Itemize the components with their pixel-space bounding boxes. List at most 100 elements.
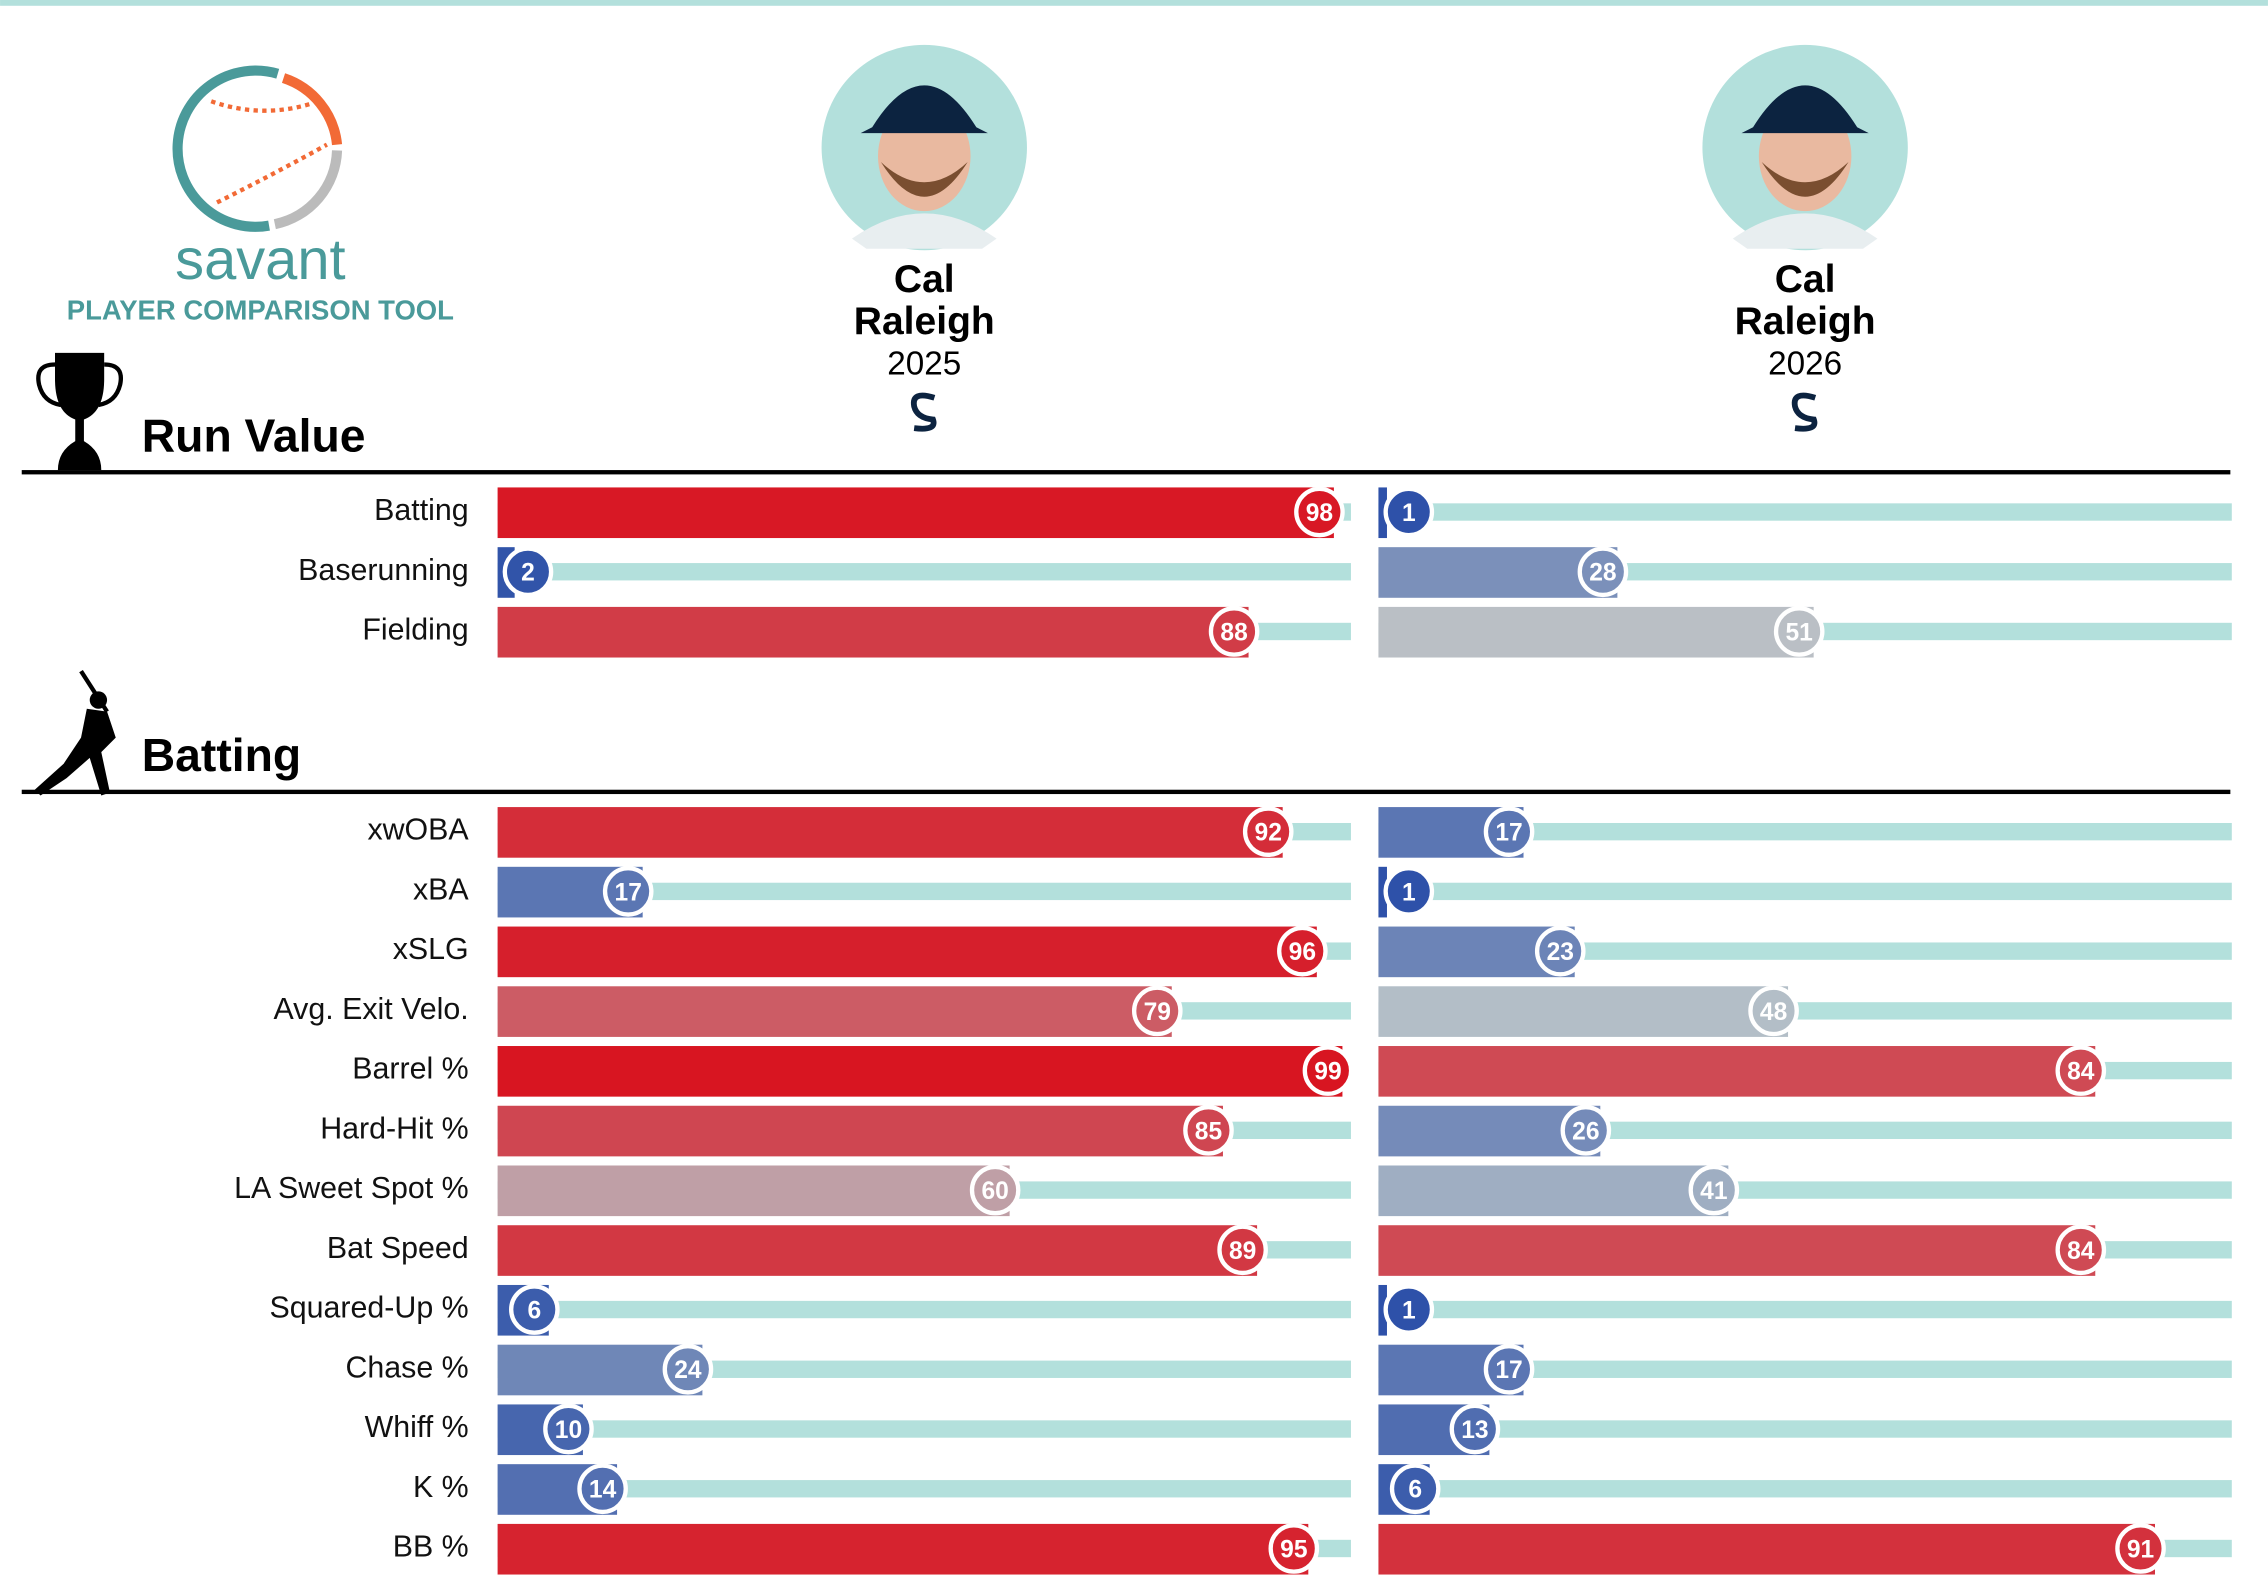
percentile-value: 24: [674, 1357, 702, 1384]
percentile-bar: [1378, 1523, 2155, 1575]
track: [497, 1480, 1351, 1498]
percentile-bar: [1378, 1046, 2096, 1097]
percentile-bar: [497, 606, 1249, 658]
batter-icon: [34, 669, 116, 796]
percentile-value: 99: [1314, 1059, 1341, 1086]
metric-label: Fielding: [362, 614, 468, 647]
percentile-value: 79: [1144, 999, 1171, 1026]
percentile-badge: [1383, 866, 1435, 917]
percentile-value: 60: [981, 1178, 1008, 1205]
percentile-bar: [1378, 547, 1618, 598]
percentile-badge: [1383, 486, 1435, 538]
metric-label: K %: [413, 1471, 469, 1504]
percentile-value: 95: [1280, 1536, 1307, 1563]
team-logo-shape: [1791, 392, 1818, 432]
percentile-badge: [1302, 1045, 1354, 1096]
percentile-value: 48: [1760, 999, 1787, 1026]
percentile-value: 26: [1572, 1118, 1599, 1145]
track: [1378, 1300, 2232, 1319]
metric-label: LA Sweet Spot %: [234, 1172, 469, 1205]
section-rule: [21, 789, 2231, 795]
beard: [1761, 161, 1849, 197]
percentile-bar: [497, 926, 1317, 978]
metric-label: Avg. Exit Velo.: [273, 993, 468, 1026]
percentile-bar: [1378, 866, 1387, 918]
percentile-badge: [577, 1463, 628, 1515]
metric-label: Squared-Up %: [270, 1292, 469, 1325]
percentile-value: 17: [1495, 820, 1522, 847]
metric-label: Bat Speed: [327, 1232, 469, 1265]
beard: [880, 161, 968, 197]
percentile-badge: [1383, 1284, 1435, 1335]
percentile-badge: [1242, 806, 1294, 857]
percentile-value: 89: [1229, 1238, 1256, 1265]
percentile-badge: [1773, 606, 1825, 657]
percentile-bar: [1378, 487, 1387, 539]
track: [1378, 1360, 2232, 1378]
percentile-bar: [497, 1165, 1010, 1217]
logo: [172, 65, 343, 232]
section-title: Run Value: [142, 409, 366, 461]
percentile-value: 84: [2067, 1238, 2095, 1265]
trophy-icon: [36, 352, 123, 471]
percentile-value: 92: [1255, 820, 1282, 847]
percentile-value: 96: [1289, 939, 1316, 966]
percentile-badge: [969, 1164, 1021, 1216]
jersey: [1732, 213, 1878, 249]
percentile-bar: [1378, 1165, 1729, 1217]
percentile-badge: [1483, 806, 1535, 857]
percentile-value: 28: [1589, 560, 1616, 587]
percentile-badge: [1268, 1523, 1320, 1574]
percentile-bar: [497, 1225, 1258, 1276]
metric-label: Batting: [374, 494, 469, 527]
metric-label: Baserunning: [298, 554, 468, 587]
percentile-value: 6: [1408, 1477, 1422, 1504]
percentile-value: 1: [1402, 879, 1416, 906]
player-first-name: Cal: [894, 258, 955, 301]
track: [1378, 822, 2232, 841]
section-title: Batting: [142, 729, 301, 781]
player-last-name: Raleigh: [854, 300, 995, 343]
percentile-value: 1: [1402, 500, 1416, 527]
player-last-name: Raleigh: [1735, 300, 1876, 343]
track: [497, 563, 1351, 581]
player-season: 2026: [1768, 346, 1842, 383]
percentile-badge: [1208, 606, 1260, 657]
player-photo: [1702, 44, 1908, 251]
player-photo: [821, 44, 1027, 251]
percentile-bar: [1378, 1225, 2096, 1276]
percentile-value: 6: [527, 1297, 541, 1324]
percentile-badge: [1483, 1343, 1535, 1395]
track: [497, 882, 1351, 901]
metric-label: Whiff %: [365, 1411, 469, 1444]
percentile-value: 98: [1306, 500, 1333, 527]
percentile-value: 91: [2127, 1536, 2154, 1563]
percentile-badge: [1577, 546, 1629, 598]
percentile-badge: [1131, 985, 1183, 1037]
percentile-bar: [497, 807, 1283, 858]
percentile-value: 88: [1220, 619, 1247, 646]
metric-label: Barrel %: [352, 1053, 468, 1086]
percentile-badge: [1534, 925, 1586, 977]
percentile-value: 85: [1195, 1118, 1222, 1145]
percentile-value: 2: [521, 560, 535, 587]
percentile-value: 17: [1495, 1357, 1522, 1384]
track: [1378, 942, 2232, 960]
track: [1378, 882, 2232, 901]
percentile-badge: [1183, 1105, 1234, 1156]
percentile-bar: [1378, 1284, 1387, 1336]
metric-label: xSLG: [393, 933, 469, 966]
player-season: 2025: [887, 346, 961, 383]
percentile-value: 41: [1700, 1178, 1727, 1205]
section-rule: [21, 470, 2231, 475]
percentile-badge: [1389, 1463, 1441, 1515]
jersey: [851, 213, 997, 249]
percentile-value: 13: [1461, 1417, 1488, 1444]
top-rule: [0, 0, 2268, 6]
percentile-bar: [497, 986, 1172, 1037]
percentile-bar: [497, 1105, 1223, 1157]
percentile-bar: [497, 487, 1334, 539]
percentile-badge: [502, 546, 554, 598]
percentile-bar: [497, 1046, 1343, 1097]
percentile-badge: [509, 1284, 560, 1335]
